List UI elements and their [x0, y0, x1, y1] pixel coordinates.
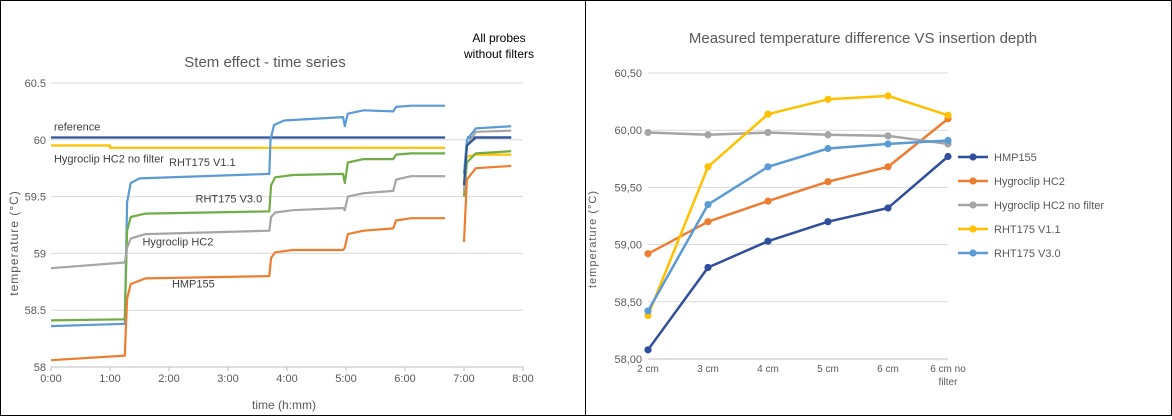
x-tick-label: 3 cm [697, 364, 719, 375]
data-point-hygroclip-hc2-no-filter [764, 128, 772, 137]
y-axis-title: temperature (°C) [7, 190, 21, 296]
x-tick-label: 6 cm [877, 364, 899, 375]
x-tick-label: 4:00 [276, 373, 297, 385]
data-point-hygroclip-hc2-no-filter [824, 131, 832, 139]
y-tick-label: 60 [34, 135, 46, 147]
x-tick-label: 1:00 [99, 373, 120, 385]
x-tick-label: 2:00 [158, 373, 179, 385]
series-label: reference [54, 122, 100, 134]
time-series-chart: Stem effect - time series All probes wit… [7, 31, 534, 412]
data-point-rht175-v1-1 [824, 95, 832, 103]
x-tick-label: 5:00 [335, 373, 356, 385]
annotation-line-1: All probes [472, 31, 525, 45]
legend-label-rht175-v3-0: RHT175 V3.0 [994, 248, 1061, 260]
series-line-hmp155 [646, 155, 949, 351]
chart-title: Stem effect - time series [184, 54, 345, 71]
data-point-hmp155 [764, 237, 772, 245]
series-line-rht175-v3-0 [646, 139, 949, 312]
chart-title: Measured temperature difference VS inser… [689, 30, 1037, 47]
series-line-reference-after-break [462, 136, 512, 186]
depth-chart: Measured temperature difference VS inser… [587, 30, 1104, 388]
data-point-rht175-v3-0 [764, 163, 772, 171]
series-line-rht175-v1-1 [50, 104, 512, 328]
legend-marker-rht175-v3-0 [969, 249, 977, 257]
x-tick-label: 0:00 [40, 373, 61, 385]
data-point-hmp155 [884, 204, 892, 212]
y-tick-label: 60,00 [614, 125, 642, 137]
y-tick-label: 60.5 [25, 78, 46, 90]
annotation-line-2: without filters [463, 47, 534, 61]
legend-label-hygroclip-hc2: Hygroclip HC2 [994, 176, 1065, 188]
data-point-hygroclip-hc2-no-filter [704, 131, 712, 139]
data-point-rht175-v3-0 [944, 136, 952, 145]
data-point-hygroclip-hc2-no-filter [884, 132, 892, 140]
x-tick-label: 4 cm [757, 364, 779, 375]
x-tick-label: 8:00 [512, 373, 533, 385]
y-axis-title: temperature (°C) [587, 190, 599, 288]
x-tick-label: 5 cm [817, 364, 839, 375]
x-tick-label: 2 cm [637, 364, 659, 375]
depth-panel: Measured temperature difference VS inser… [585, 0, 1172, 416]
data-point-rht175-v3-0 [704, 200, 712, 209]
series-line-rht175-v1-1 [646, 94, 949, 316]
y-tick-label: 59.5 [25, 192, 46, 204]
data-point-hygroclip-hc2 [824, 178, 832, 186]
legend-label-hygroclip-hc2-no-filter: Hygroclip HC2 no filter [994, 200, 1104, 212]
series-line-hmp155 [50, 164, 512, 362]
time-series-panel: Stem effect - time series All probes wit… [0, 0, 586, 416]
x-tick-label: 6 cm no [930, 364, 966, 375]
data-point-hmp155 [824, 218, 832, 226]
series-label: RHT175 V1.1 [169, 157, 236, 169]
legend-marker-hygroclip-hc2 [969, 177, 977, 185]
x-tick-label: 3:00 [217, 373, 238, 385]
data-point-rht175-v3-0 [824, 144, 832, 153]
data-point-hygroclip-hc2 [704, 218, 712, 226]
data-point-hygroclip-hc2 [644, 250, 652, 258]
series-label: HMP155 [172, 278, 215, 290]
series-line-hygroclip-hc2 [647, 117, 949, 255]
data-point-rht175-v1-1 [884, 92, 892, 100]
data-point-hmp155 [944, 152, 952, 161]
x-tick-label: 7:00 [453, 373, 474, 385]
y-tick-label: 58,00 [614, 354, 642, 366]
data-point-hmp155 [704, 263, 712, 272]
legend-label-hmp155: HMP155 [994, 152, 1037, 164]
y-tick-label: 59,50 [614, 182, 642, 194]
data-point-hmp155 [644, 346, 652, 354]
data-point-hygroclip-hc2 [884, 163, 892, 171]
data-point-rht175-v1-1 [944, 111, 952, 119]
x-tick-label: filter [939, 377, 959, 388]
y-tick-label: 58,50 [614, 297, 642, 309]
data-point-rht175-v1-1 [764, 110, 772, 118]
y-tick-label: 59,00 [614, 240, 642, 252]
series-label: RHT175 V3.0 [196, 193, 263, 205]
data-point-hygroclip-hc2 [764, 197, 772, 205]
series-line-hygroclip-hc2 [50, 129, 512, 270]
x-axis-title: time (h:mm) [252, 398, 316, 412]
series-line-hygroclip-hc2-no-filter [647, 131, 949, 146]
x-tick-label: 6:00 [394, 373, 415, 385]
legend-marker-hygroclip-hc2-no-filter [969, 201, 977, 209]
data-point-rht175-v1-1 [704, 163, 712, 171]
legend-marker-hmp155 [969, 153, 977, 161]
y-tick-label: 59 [34, 248, 46, 260]
data-point-hygroclip-hc2-no-filter [644, 128, 652, 137]
y-tick-label: 60,50 [614, 68, 642, 80]
y-tick-label: 58.5 [25, 305, 46, 317]
series-label: Hygroclip HC2 [142, 236, 213, 248]
series-label: Hygroclip HC2 no filter [54, 154, 164, 166]
legend-marker-rht175-v1-1 [969, 225, 977, 233]
y-tick-label: 58 [34, 362, 46, 374]
data-point-rht175-v3-0 [644, 307, 652, 315]
data-point-rht175-v3-0 [884, 140, 892, 148]
legend-label-rht175-v1-1: RHT175 V1.1 [994, 224, 1061, 236]
